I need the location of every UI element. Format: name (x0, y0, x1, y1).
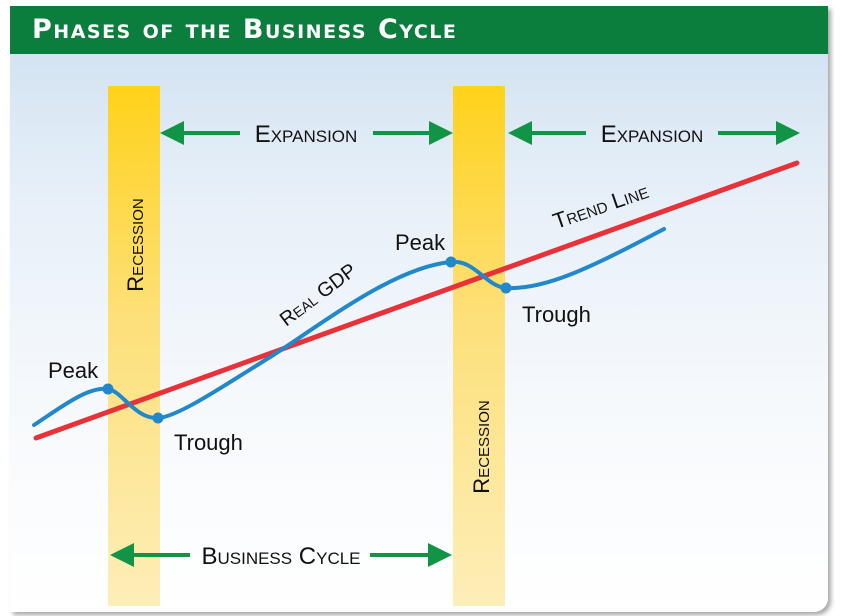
figure-title: Phases of the Business Cycle (32, 14, 458, 45)
trough-label-1: Trough (174, 430, 243, 455)
business-cycle-label: Business Cycle (201, 543, 360, 570)
expansion-label-1: Expansion (255, 121, 358, 148)
trend-line (33, 160, 800, 441)
recession-band-left (108, 86, 160, 606)
expansion-label-2: Expansion (601, 121, 704, 148)
trough-point-1 (152, 412, 164, 424)
peak-label-2: Peak (395, 230, 446, 255)
recession-band-right (453, 86, 505, 606)
trend-line-label: Trend Line (550, 178, 652, 234)
peak-point-1 (102, 383, 114, 395)
peak-label-1: Peak (48, 358, 99, 383)
recession-label-right: Recession (469, 400, 494, 493)
trough-point-2 (500, 282, 512, 294)
title-bar: Phases of the Business Cycle (10, 6, 828, 54)
trough-label-2: Trough (522, 302, 591, 327)
recession-label-left: Recession (123, 198, 148, 291)
real-gdp-label: Real GDP (276, 259, 361, 331)
peak-point-2 (445, 256, 457, 268)
